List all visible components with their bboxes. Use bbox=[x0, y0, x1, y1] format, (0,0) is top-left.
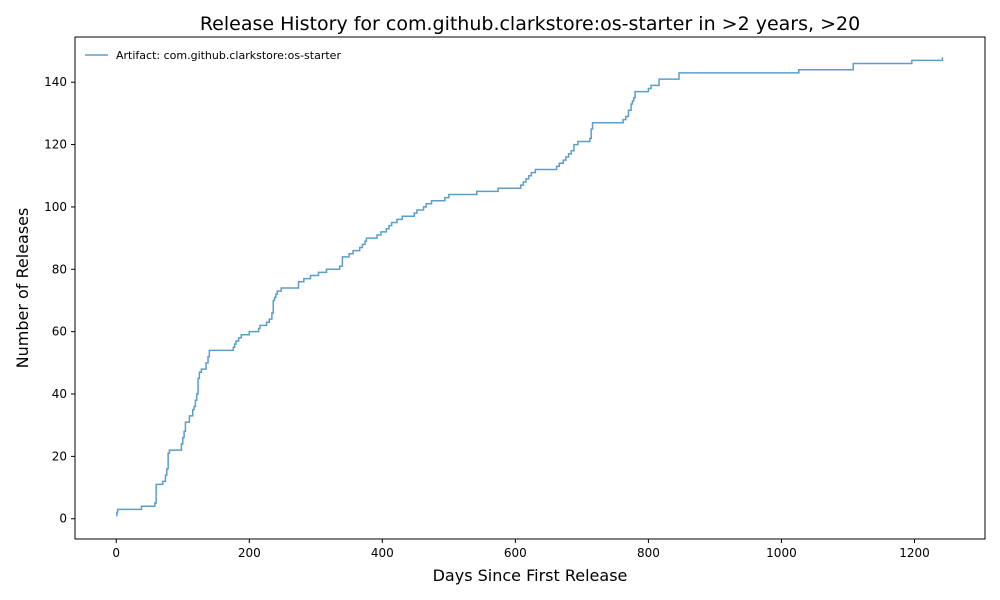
x-tick-label: 200 bbox=[238, 546, 261, 560]
y-tick-label: 0 bbox=[59, 512, 67, 526]
legend-label: Artifact: com.github.clarkstore:os-start… bbox=[116, 49, 341, 62]
series-line-0 bbox=[116, 57, 944, 517]
y-tick-label: 100 bbox=[44, 200, 67, 214]
plot-frame bbox=[74, 36, 986, 540]
y-tick-label: 20 bbox=[52, 449, 67, 463]
y-tick-label: 80 bbox=[52, 262, 67, 276]
y-tick-label: 60 bbox=[52, 325, 67, 339]
x-tick-label: 800 bbox=[637, 546, 660, 560]
series-layer bbox=[116, 57, 944, 517]
y-axis-ticks: 0 20 40 60 80 100 120 140 bbox=[44, 75, 75, 526]
x-tick-label: 400 bbox=[371, 546, 394, 560]
chart-title: Release History for com.github.clarkstor… bbox=[200, 13, 860, 35]
y-tick-label: 40 bbox=[52, 387, 67, 401]
x-tick-label: 1200 bbox=[899, 546, 930, 560]
x-axis-ticks: 0 200 400 600 800 1000 1200 bbox=[112, 539, 930, 560]
x-tick-label: 600 bbox=[504, 546, 527, 560]
y-tick-label: 120 bbox=[44, 138, 67, 152]
x-axis-title: Days Since First Release bbox=[433, 566, 628, 585]
y-tick-label: 140 bbox=[44, 75, 67, 89]
x-tick-label: 1000 bbox=[766, 546, 797, 560]
legend: Artifact: com.github.clarkstore:os-start… bbox=[85, 49, 341, 62]
x-tick-label: 0 bbox=[112, 546, 120, 560]
y-axis-title: Number of Releases bbox=[13, 208, 32, 369]
